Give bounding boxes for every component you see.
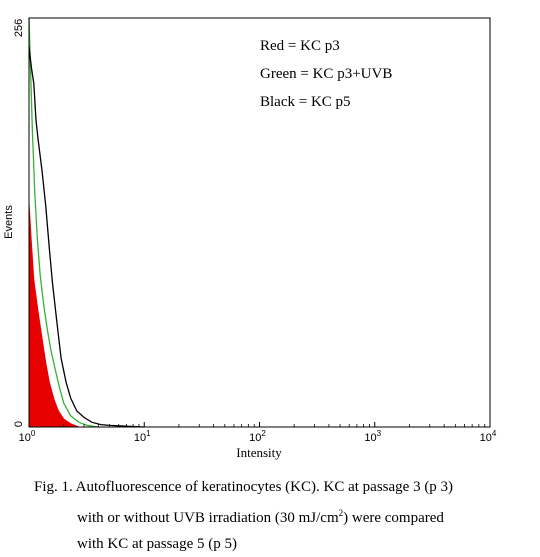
caption-line-1: Fig. 1. Autofluorescence of keratinocyte… xyxy=(34,479,454,495)
y-tick-label: 256 xyxy=(13,19,25,37)
caption-line-2: with or without UVB irradiation (30 mJ/c… xyxy=(34,500,539,531)
series-1-line xyxy=(28,17,99,428)
axis-ticks: 100 101 102 103 104 0 256 xyxy=(13,17,497,444)
x-tick-label: 100 xyxy=(19,429,36,444)
series-2-line xyxy=(28,46,145,428)
legend: Red = KC p3 Green = KC p3+UVB Black = KC p… xyxy=(260,38,392,110)
figure-caption: Fig. 1. Autofluorescence of keratinocyte… xyxy=(34,474,539,557)
legend-entry: Black = KC p5 xyxy=(260,94,351,110)
caption-line-3: with KC at passage 5 (p 5) xyxy=(77,536,237,552)
x-tick-label: 104 xyxy=(480,429,497,444)
histogram-chart: 100 101 102 103 104 0 256 Events Intensity Red… xyxy=(3,17,497,460)
series-0-area xyxy=(28,203,79,428)
legend-entry: Red = KC p3 xyxy=(260,38,340,54)
plot-marks xyxy=(28,17,145,428)
x-tick-label: 102 xyxy=(249,429,266,444)
caption-line-2-pre: with or without UVB irradiation (30 mJ/c… xyxy=(77,510,339,526)
caption-line-2-post: ) were compared xyxy=(343,510,444,526)
x-axis-label: Intensity xyxy=(236,445,282,460)
y-tick-label: 0 xyxy=(13,421,25,427)
caption-superscript: 2 xyxy=(338,508,344,518)
x-tick-label: 103 xyxy=(364,429,381,444)
legend-entry: Green = KC p3+UVB xyxy=(260,66,392,82)
x-tick-label: 101 xyxy=(134,429,151,444)
y-axis-label: Events xyxy=(3,205,15,239)
